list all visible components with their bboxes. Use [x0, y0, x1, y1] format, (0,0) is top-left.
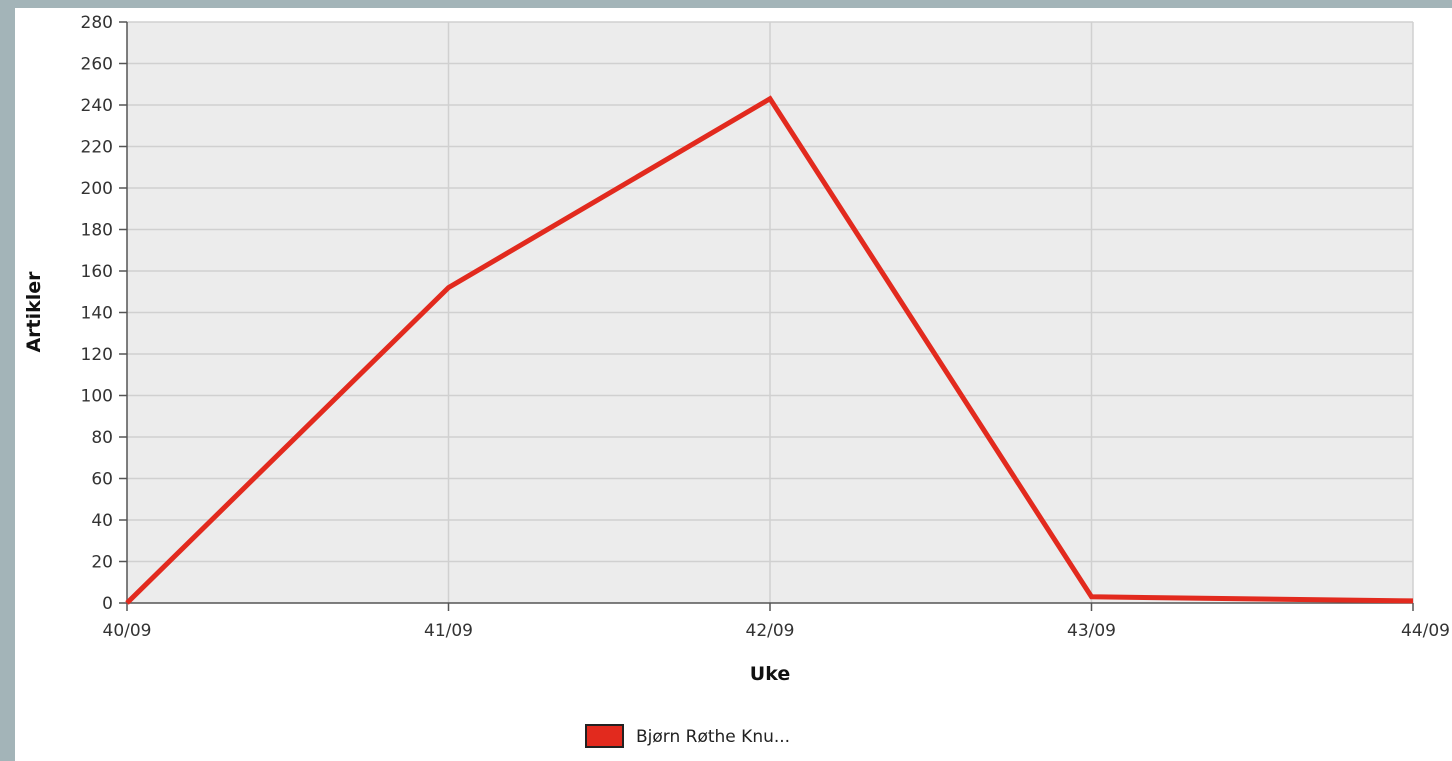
y-tick-label: 60 — [91, 470, 113, 490]
x-tick-label: 40/09 — [103, 621, 152, 641]
y-tick-label: 40 — [91, 511, 113, 531]
y-tick-label: 220 — [81, 138, 113, 158]
top-border — [0, 0, 1452, 8]
gridlines — [127, 21, 1414, 603]
y-tick-label: 120 — [81, 345, 113, 365]
y-tick-label: 80 — [91, 428, 113, 448]
left-border — [0, 0, 15, 761]
x-tick-label: 41/09 — [424, 621, 473, 641]
y-tick-label: 200 — [81, 179, 113, 199]
y-axis: 0 20 40 60 80 100 120 140 160 180 200 220 240 260 280 — [81, 13, 128, 614]
x-axis-title: Uke — [750, 663, 790, 685]
y-axis-title: Artikler — [23, 271, 45, 353]
x-tick-label: 44/09 — [1401, 621, 1450, 641]
y-tick-label: 240 — [81, 96, 113, 116]
y-tick-label: 260 — [81, 55, 113, 75]
legend-label: Bjørn Røthe Knu... — [636, 727, 790, 747]
y-tick-label: 20 — [91, 553, 113, 573]
legend: Bjørn Røthe Knu... — [585, 724, 790, 748]
x-axis: 40/09 41/09 42/09 43/09 44/09 — [103, 602, 1450, 641]
y-tick-label: 0 — [102, 594, 113, 614]
y-tick-label: 100 — [81, 387, 113, 407]
legend-swatch — [585, 724, 624, 748]
y-tick-label: 160 — [81, 262, 113, 282]
y-tick-label: 140 — [81, 304, 113, 324]
y-tick-label: 180 — [81, 221, 113, 241]
x-tick-label: 42/09 — [746, 621, 795, 641]
y-tick-label: 280 — [81, 13, 113, 33]
x-tick-label: 43/09 — [1067, 621, 1116, 641]
series-group — [125, 95, 1414, 605]
